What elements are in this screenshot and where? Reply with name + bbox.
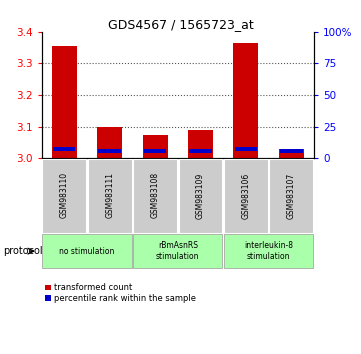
Bar [234, 43, 258, 158]
Bar [188, 130, 213, 158]
Bar [279, 149, 304, 158]
Text: no stimulation: no stimulation [59, 247, 115, 256]
Bar [99, 149, 121, 153]
Bar [189, 149, 212, 153]
Text: percentile rank within the sample: percentile rank within the sample [54, 293, 196, 303]
Text: GSM983110: GSM983110 [60, 172, 69, 218]
Bar [144, 149, 166, 153]
Text: GSM983108: GSM983108 [151, 172, 160, 218]
Text: protocol: protocol [4, 246, 43, 256]
Text: GSM983109: GSM983109 [196, 172, 205, 218]
Text: GSM983111: GSM983111 [105, 172, 114, 218]
Text: GSM983106: GSM983106 [242, 172, 251, 218]
Bar [143, 135, 168, 158]
Bar [53, 148, 75, 151]
Bar [97, 127, 122, 158]
Bar [235, 148, 257, 151]
Text: GDS4567 / 1565723_at: GDS4567 / 1565723_at [108, 18, 253, 31]
Text: transformed count: transformed count [54, 283, 132, 292]
Text: interleukin-8
stimulation: interleukin-8 stimulation [244, 241, 293, 261]
Text: GSM983107: GSM983107 [287, 172, 296, 218]
Text: rBmAsnRS
stimulation: rBmAsnRS stimulation [156, 241, 200, 261]
Bar [52, 46, 77, 158]
Bar [280, 149, 303, 153]
